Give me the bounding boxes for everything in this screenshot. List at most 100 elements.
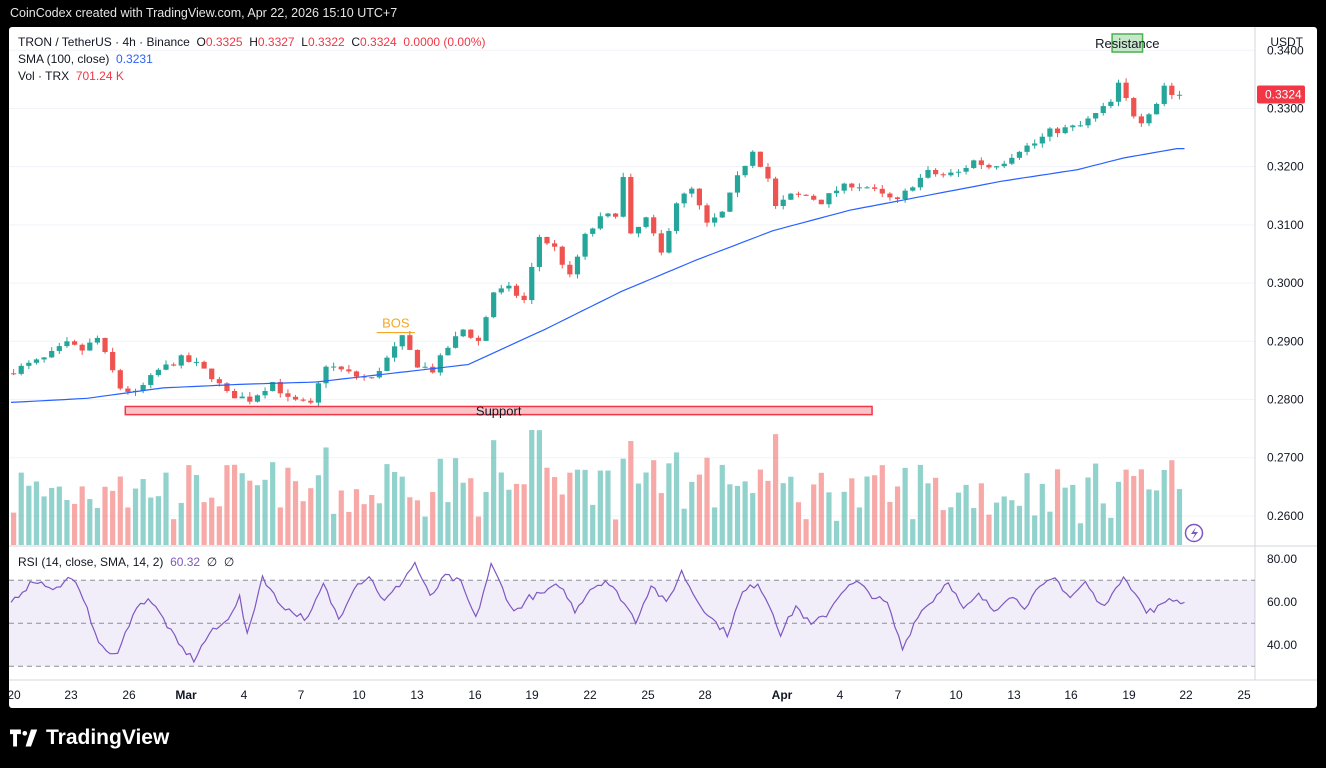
volume-bar bbox=[1062, 487, 1068, 545]
candle-down bbox=[475, 337, 482, 341]
candle-up bbox=[33, 359, 40, 363]
chart-svg[interactable]: Resistance Support BOS 0.3400 0.3300 0.3200 0.… bbox=[9, 27, 1317, 708]
volume-bar bbox=[818, 472, 824, 545]
volume-bar bbox=[346, 511, 352, 545]
candle-up bbox=[734, 175, 741, 193]
volume-bar bbox=[856, 507, 863, 545]
rsi-tick-label: 40.00 bbox=[1267, 638, 1297, 652]
volume-bar bbox=[833, 520, 840, 545]
price-tick-label: 0.3000 bbox=[1267, 276, 1304, 290]
sma-legend: SMA (100, close) 0.3231 bbox=[18, 52, 153, 66]
volume-bar bbox=[79, 486, 85, 545]
candle-up bbox=[498, 288, 504, 293]
change-value: 0.0000 (0.00%) bbox=[403, 35, 486, 49]
candle-up bbox=[1047, 128, 1053, 137]
candle-down bbox=[803, 194, 809, 196]
candle-down bbox=[1131, 98, 1137, 117]
volume-bar bbox=[11, 512, 17, 545]
price-tick-label: 0.2600 bbox=[1267, 509, 1304, 523]
candle-up bbox=[917, 177, 923, 188]
volume-bar bbox=[1016, 505, 1023, 545]
volume-bar bbox=[917, 464, 923, 545]
candle-down bbox=[292, 396, 299, 400]
volume-bar bbox=[513, 483, 520, 545]
volume-bar bbox=[430, 492, 436, 545]
volume-bar bbox=[247, 480, 253, 545]
volume-bar bbox=[475, 516, 482, 545]
volume-bar bbox=[331, 513, 337, 545]
candle-up bbox=[1077, 125, 1083, 127]
candle-down bbox=[247, 396, 253, 402]
candle-up bbox=[948, 172, 954, 176]
candle-up bbox=[140, 384, 146, 391]
volume-bar bbox=[1093, 463, 1099, 545]
candle-down bbox=[79, 344, 85, 351]
price-tick-label: 0.3200 bbox=[1267, 160, 1304, 174]
candle-down bbox=[468, 329, 474, 338]
volume-bar bbox=[940, 510, 946, 545]
candle-down bbox=[795, 193, 802, 195]
volume-bar bbox=[1108, 517, 1114, 545]
candles bbox=[11, 78, 1183, 406]
volume-bar bbox=[102, 486, 108, 545]
tradingview-brand: TradingView bbox=[10, 726, 169, 750]
volume-bar bbox=[773, 434, 779, 545]
volume-bar bbox=[529, 430, 535, 545]
volume-bar bbox=[803, 519, 809, 545]
chart-panel[interactable]: Resistance Support BOS 0.3400 0.3300 0.3200 0.… bbox=[9, 27, 1317, 708]
candle-up bbox=[1085, 118, 1091, 126]
candle-down bbox=[552, 243, 558, 247]
candle-down bbox=[300, 399, 306, 401]
volume-bar bbox=[209, 497, 215, 545]
candle-up bbox=[163, 364, 169, 370]
time-tick-label: 7 bbox=[298, 688, 305, 702]
volume-bar bbox=[110, 490, 116, 545]
time-tick-label: 19 bbox=[525, 688, 539, 702]
time-tick-label: 19 bbox=[1122, 688, 1136, 702]
volume-bar bbox=[955, 492, 962, 545]
volume-bar bbox=[864, 476, 870, 545]
volume-bar bbox=[1054, 469, 1061, 545]
candle-down bbox=[407, 335, 413, 350]
symbol-title: TRON / TetherUS · 4h · Binance bbox=[18, 35, 190, 49]
candle-up bbox=[491, 292, 497, 318]
volume-bar bbox=[712, 507, 718, 545]
candle-up bbox=[788, 193, 794, 200]
volume-bar bbox=[300, 501, 306, 545]
candle-up bbox=[536, 236, 542, 267]
volume-bar bbox=[971, 508, 977, 545]
candle-up bbox=[750, 151, 756, 166]
volume-legend: Vol · TRX 701.24 K bbox=[18, 69, 124, 83]
candle-down bbox=[171, 364, 177, 366]
volume-bar bbox=[33, 481, 40, 545]
candle-up bbox=[1001, 163, 1007, 167]
volume-bar bbox=[651, 460, 657, 545]
volume-bar bbox=[719, 464, 725, 545]
time-tick-label: 16 bbox=[468, 688, 482, 702]
time-tick-label: 4 bbox=[241, 688, 248, 702]
candle-up bbox=[56, 346, 62, 351]
time-tick-label: 20 bbox=[9, 688, 21, 702]
candle-up bbox=[925, 169, 931, 178]
brand-name: TradingView bbox=[46, 726, 170, 749]
time-tick-label: 23 bbox=[64, 688, 78, 702]
candle-up bbox=[719, 211, 725, 218]
price-tick-label: 0.2800 bbox=[1267, 392, 1304, 406]
volume-bar bbox=[552, 477, 558, 545]
candle-up bbox=[742, 165, 748, 176]
volume-bar bbox=[1070, 484, 1076, 545]
candle-up bbox=[64, 341, 70, 347]
candle-up bbox=[574, 256, 581, 275]
currency-label[interactable]: USDT bbox=[1270, 35, 1303, 49]
candle-down bbox=[887, 193, 893, 198]
candle-up bbox=[1176, 94, 1183, 96]
volume-bar bbox=[1131, 475, 1137, 545]
candle-down bbox=[71, 341, 78, 345]
candle-down bbox=[559, 246, 565, 265]
candle-down bbox=[765, 166, 771, 179]
volume-bar bbox=[125, 507, 131, 545]
current-price-label: 0.3324 bbox=[1265, 88, 1302, 102]
volume-bar bbox=[757, 469, 763, 545]
support-zone bbox=[124, 405, 873, 416]
candle-up bbox=[582, 233, 588, 257]
